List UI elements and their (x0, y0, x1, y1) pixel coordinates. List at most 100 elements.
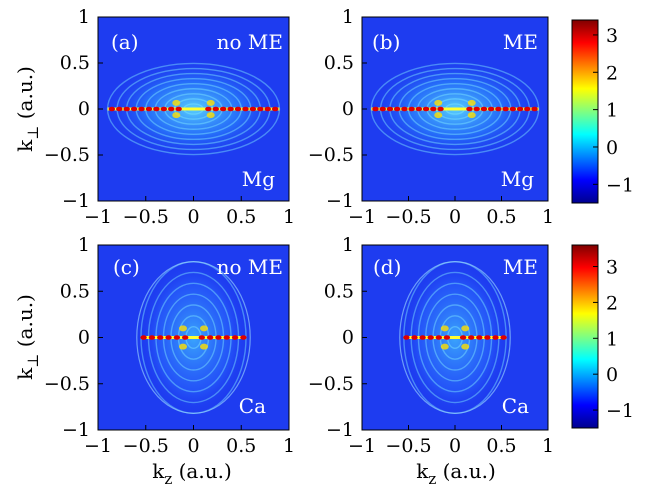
hotspot (466, 106, 473, 112)
y-tick-label: 0.5 (324, 280, 354, 302)
x-axis-label-left: kz (a.u.) (152, 459, 232, 488)
hotspot (116, 106, 123, 112)
panel-b-atom: Mg (501, 167, 534, 191)
x-tick-label: 0 (187, 435, 199, 457)
hotspot (484, 335, 491, 340)
x-tick-label: 0.5 (486, 435, 516, 457)
x-tick-label: 0.5 (226, 206, 256, 228)
hotspot (257, 106, 264, 112)
x-tick-label: −0.5 (123, 435, 169, 457)
hotspot (130, 106, 138, 112)
panel-b-letter: (b) (372, 30, 400, 54)
hotspot (476, 335, 483, 340)
hotspot (145, 106, 153, 112)
hotspot (422, 106, 430, 112)
hotspot (219, 106, 227, 112)
outer-shell (399, 261, 511, 414)
hotspot (227, 106, 234, 112)
lobe (440, 325, 449, 332)
colorbar-top-ticks: 3 2 1 0 −1 (593, 25, 634, 196)
y-tick-label: 1 (342, 234, 354, 256)
hotspot (223, 335, 230, 340)
hotspot (473, 106, 480, 112)
lobe (461, 325, 470, 332)
hotspot (467, 335, 475, 340)
hotspot (459, 335, 467, 340)
hotspot (168, 106, 175, 112)
hotspot (516, 106, 524, 112)
panel-a-letter: (a) (111, 30, 139, 54)
colorbar-tick-label: 3 (606, 25, 618, 47)
x-tick-label: −0.5 (123, 206, 169, 228)
hotspot (198, 335, 206, 340)
lobe (178, 325, 187, 332)
x-tick-label: 0 (449, 435, 461, 457)
lobe (172, 99, 181, 106)
x-tick-label: 0.5 (226, 435, 256, 457)
hotspot (435, 335, 443, 340)
x-tick-label: 0 (187, 206, 199, 228)
colorbar-top-gradient (571, 19, 599, 204)
y-tick-label: 0 (342, 327, 354, 349)
colorbar-tick-label: 1 (606, 328, 618, 350)
hotspot (524, 106, 531, 112)
panel-c-heatmap (136, 260, 251, 415)
x-tick-label: −0.5 (385, 435, 431, 457)
hotspot (108, 106, 116, 112)
lobe (206, 112, 215, 119)
hotspot (480, 106, 488, 112)
lobe (461, 343, 470, 350)
y-tick-label: −0.5 (44, 373, 90, 395)
colorbar-tick-label: −1 (606, 400, 634, 422)
lobe (467, 112, 476, 119)
lobe (467, 99, 476, 106)
hotspot (160, 106, 168, 112)
x-tick-label: 0.5 (486, 206, 516, 228)
hotspot (231, 335, 239, 340)
hotspot (386, 106, 394, 112)
hotspot (242, 106, 249, 112)
panel-a-case: no ME (217, 30, 283, 54)
hotspot (411, 335, 418, 340)
panel-d-atom: Ca (502, 394, 529, 418)
hotspot (157, 335, 164, 340)
x-tick-label: −1 (84, 206, 112, 228)
colorbar-tick-label: 3 (606, 257, 618, 279)
hotspot (495, 106, 502, 112)
hotspot (443, 335, 451, 340)
x-tick-label: 1 (283, 206, 295, 228)
hotspot (234, 106, 242, 112)
hotspot (492, 335, 499, 340)
hotspot (502, 106, 509, 112)
y-tick-label: −0.5 (44, 144, 90, 166)
hotspot (379, 106, 386, 112)
colorbar-tick-label: 2 (606, 62, 618, 84)
lobe (440, 343, 449, 350)
hotspot (165, 335, 172, 340)
hotspot (430, 106, 437, 112)
x-tick-label: −1 (348, 435, 376, 457)
colorbar-top: 3 2 1 0 −1 (571, 19, 634, 204)
x-tick-label: −1 (84, 435, 112, 457)
y-axis-label-bottom: k⊥ (a.u.) (13, 294, 42, 380)
panel-d-heatmap (399, 260, 511, 415)
y-tick-label: 0.5 (60, 52, 90, 74)
hotspot (531, 106, 538, 112)
y-tick-label: −1 (326, 419, 354, 441)
hotspot (153, 106, 160, 112)
hotspot (148, 335, 156, 340)
lobe (206, 99, 215, 106)
panel-b-case: ME (503, 30, 538, 54)
axis-ticks: −11−0.50.5000.5−0.51−1−11−0.50.5000.5−0.… (44, 6, 554, 457)
lobe (434, 99, 443, 106)
y-tick-label: 0 (78, 98, 90, 120)
colorbar-bottom: 3 2 1 0 −1 (571, 244, 634, 429)
colorbar-bottom-ticks: 3 2 1 0 −1 (593, 257, 634, 422)
hotspot (175, 106, 182, 112)
x-tick-label: 1 (542, 206, 554, 228)
hotspot (138, 106, 145, 112)
y-tick-label: 0.5 (60, 280, 90, 302)
x-tick-label: 1 (283, 435, 295, 457)
hotspot (123, 106, 130, 112)
x-tick-label: −1 (348, 206, 376, 228)
